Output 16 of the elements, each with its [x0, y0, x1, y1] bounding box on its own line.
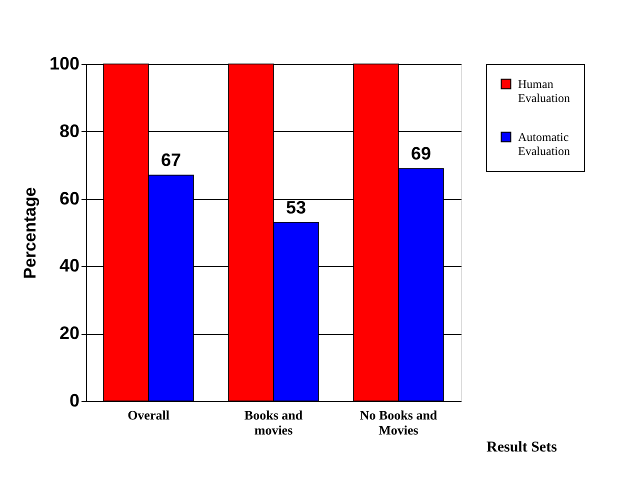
data-label: 69: [410, 143, 432, 164]
legend-label: Human Evaluation: [518, 77, 570, 105]
x-tick-label: Overall: [128, 408, 170, 422]
x-axis-title: Result Sets: [486, 440, 558, 456]
y-tick-label: 60: [59, 188, 80, 208]
x-tick-label: No Books and Movies: [360, 408, 438, 438]
data-label: 53: [286, 197, 306, 218]
y-tick-label: 80: [59, 120, 80, 141]
y-axis-title: Percentage: [20, 187, 40, 279]
x-tick-label: Books and movies: [244, 408, 304, 438]
y-tick-label: 40: [59, 256, 80, 276]
y-tick-label: 100: [49, 54, 80, 74]
y-tick-label: 20: [59, 323, 80, 344]
legend-label: Automatic Evaluation: [518, 130, 570, 158]
data-label: 67: [160, 150, 182, 170]
y-tick-label: 0: [69, 390, 80, 410]
